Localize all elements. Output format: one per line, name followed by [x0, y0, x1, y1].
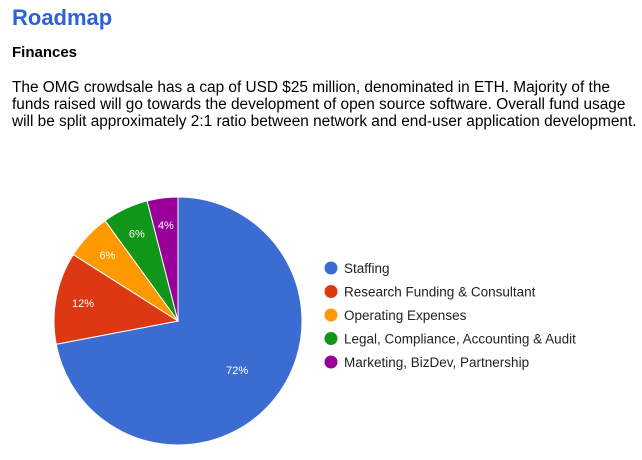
legend-swatch-marketing-bizdev-partnership [324, 355, 338, 369]
pie-slice-research-funding-and-consultant [53, 253, 180, 345]
legend-label-legal-compliance-accounting-and-audit: Legal, Compliance, Accounting & Audit [344, 332, 576, 347]
legend-label-marketing-bizdev-partnership: Marketing, BizDev, Partnership [344, 355, 529, 370]
pie-slice-marketing-bizdev-partnership [146, 196, 179, 322]
pie-slice-staffing [55, 196, 303, 446]
legend-swatch-staffing [324, 261, 338, 275]
legend-label-operating-expenses: Operating Expenses [344, 308, 467, 323]
slice-label-staffing: 72% [226, 365, 248, 377]
legend-label-staffing: Staffing [344, 261, 390, 276]
chart-legend: Staffing Research Funding & Consultant Ope… [324, 261, 576, 370]
section-heading: Finances [12, 44, 78, 61]
legend-label-research-funding-and-consultant: Research Funding & Consultant [344, 285, 536, 300]
slice-label-operating-expenses: 6% [100, 250, 116, 262]
slice-label-research-funding-and-consultant: 12% [72, 298, 94, 310]
legend-swatch-legal-compliance-accounting-and-audit [324, 332, 338, 345]
pie-slices [53, 196, 303, 446]
legend-swatch-operating-expenses [324, 308, 338, 322]
slice-labels: 72% 12% 6% 6% 4% [72, 220, 248, 377]
slice-label-legal-compliance-accounting-and-audit: 6% [129, 229, 145, 241]
legend-swatch-research-funding-and-consultant [324, 285, 338, 298]
page-title: Roadmap [12, 5, 113, 30]
description-paragraph: The OMG crowdsale has a cap of USD $25 m… [12, 79, 637, 130]
slice-label-marketing-bizdev-partnership: 4% [158, 220, 174, 232]
